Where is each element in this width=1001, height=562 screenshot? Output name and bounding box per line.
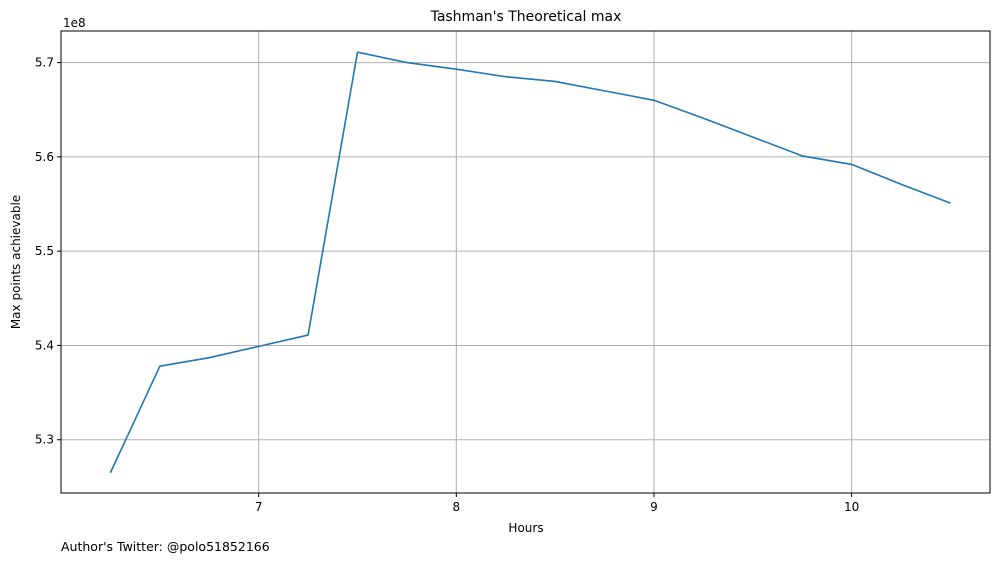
x-tick-label: 9 — [650, 500, 658, 514]
x-tick-label: 7 — [255, 500, 263, 514]
series-line — [109, 51, 951, 474]
chart-title: Tashman's Theoretical max — [430, 9, 622, 25]
y-tick-label: 5.7 — [35, 56, 54, 70]
y-tick-label: 5.6 — [35, 150, 54, 164]
y-tick-label: 5.3 — [35, 433, 54, 447]
x-tick-label: 8 — [452, 500, 460, 514]
grid-layer — [61, 31, 990, 493]
x-axis-label: Hours — [508, 521, 543, 535]
y-offset-label: 1e8 — [63, 16, 86, 30]
y-tick-label: 5.4 — [35, 338, 54, 352]
series-layer — [109, 51, 951, 474]
y-axis-label: Max points achievable — [9, 195, 23, 329]
author-footer: Author's Twitter: @polo51852166 — [61, 539, 270, 554]
x-tick-label: 10 — [844, 500, 859, 514]
plot-frame — [60, 30, 991, 494]
y-tick-label: 5.5 — [35, 244, 54, 258]
tick-layer: 7 8 9 10 5.3 5.4 5.5 5.6 5.7 — [35, 56, 859, 514]
